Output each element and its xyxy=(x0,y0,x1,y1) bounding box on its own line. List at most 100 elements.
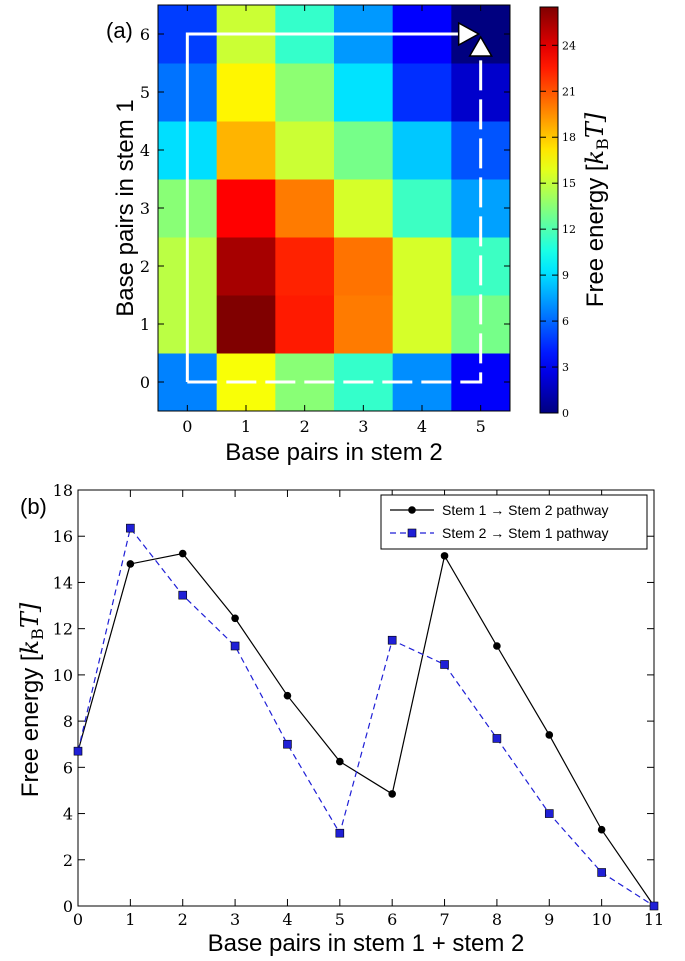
heatmap-cell-1-2 xyxy=(275,295,335,354)
series-0-point-10 xyxy=(597,825,606,834)
heatmap-x-tick-label: 1 xyxy=(241,417,251,436)
heatmap-x-tick-label: 0 xyxy=(182,417,192,436)
line-chart-y-label-sub: B xyxy=(28,628,47,640)
colorbar-label: Free energy [kBT] xyxy=(581,112,612,307)
colorbar-tick-label: 24 xyxy=(562,39,576,52)
line-x-tick-label: 11 xyxy=(644,910,664,929)
line-x-tick-label: 2 xyxy=(178,910,188,929)
heatmap-x-tick-label: 5 xyxy=(476,417,486,436)
heatmap-x-axis-label: Base pairs in stem 2 xyxy=(225,439,442,466)
series-0-point-3 xyxy=(231,614,239,623)
line-chart-frame xyxy=(77,489,655,907)
line-chart-series xyxy=(73,523,659,911)
heatmap-y-tick-label: 5 xyxy=(140,83,150,102)
line-chart-y-label-text: Free energy [ xyxy=(17,654,44,797)
colorbar-label-sub: B xyxy=(593,138,612,150)
line-x-tick-label: 0 xyxy=(73,910,83,929)
line-y-tick-label: 16 xyxy=(53,527,73,546)
heatmap-cell-4-2 xyxy=(275,121,335,180)
heatmap-cell-4-1 xyxy=(216,121,276,180)
heatmap-cell-2-3 xyxy=(334,237,394,296)
line-x-tick-label: 10 xyxy=(591,910,611,929)
line-x-tick-label: 1 xyxy=(125,910,135,929)
panel-b-label: (b) xyxy=(20,494,47,519)
colorbar xyxy=(539,6,559,414)
line-y-tick-label: 2 xyxy=(63,851,73,870)
line-x-tick-label: 5 xyxy=(335,910,345,929)
line-x-tick-label: 7 xyxy=(439,910,449,929)
line-y-tick-label: 18 xyxy=(53,481,73,500)
series-1-point-5 xyxy=(335,828,345,838)
line-y-tick-label: 6 xyxy=(63,758,73,777)
series-0-point-7 xyxy=(440,552,449,560)
colorbar-tick-label: 18 xyxy=(562,131,576,144)
colorbar-tick-label: 21 xyxy=(562,85,576,98)
legend-marker-0 xyxy=(408,506,416,514)
heatmap-cell-1-1 xyxy=(216,295,276,354)
colorbar-tick-label: 3 xyxy=(562,361,569,374)
line-y-tick-label: 0 xyxy=(63,897,73,916)
heatmap-cell-5-4 xyxy=(392,63,452,122)
series-1-point-6 xyxy=(387,635,397,645)
colorbar-tick-label: 6 xyxy=(562,315,569,328)
heatmap-y-tick-label: 4 xyxy=(140,141,150,160)
line-x-tick-label: 9 xyxy=(544,910,554,929)
heatmap-cell-4-3 xyxy=(334,121,394,180)
heatmap-x-tick-label: 3 xyxy=(358,417,368,436)
series-1-point-9 xyxy=(544,809,554,818)
series-0-point-8 xyxy=(493,642,501,650)
line-x-tick-label: 3 xyxy=(230,910,240,929)
series-0-point-5 xyxy=(336,757,344,766)
line-x-tick-label: 8 xyxy=(492,910,502,929)
line-y-tick-label: 14 xyxy=(53,573,73,592)
heatmap-cell-2-4 xyxy=(392,237,452,296)
line-y-tick-label: 8 xyxy=(63,712,73,731)
line-chart-y-label-k: k xyxy=(16,640,44,655)
heatmap-cell-1-3 xyxy=(334,295,394,354)
series-1-point-11 xyxy=(649,901,659,911)
heatmap-cell-1-4 xyxy=(392,295,452,354)
colorbar-label-t: T] xyxy=(581,112,609,138)
heatmap-cell-5-1 xyxy=(216,63,276,122)
colorbar-tick-label: 9 xyxy=(562,269,569,282)
line-chart-y-axis-label: Free energy [kBT] xyxy=(16,602,47,797)
heatmap-y-axis-label: Base pairs in stem 1 xyxy=(112,99,139,316)
series-0-point-6 xyxy=(388,790,396,798)
series-1-point-0 xyxy=(73,746,83,756)
heatmap-cell-2-2 xyxy=(275,237,335,296)
line-x-tick-label: 6 xyxy=(387,910,397,929)
series-0-point-2 xyxy=(178,549,187,558)
pathway-arrowhead-right xyxy=(457,21,481,47)
colorbar-ticks: 0 3 6 9 12 15 18 21 24 xyxy=(540,39,576,420)
series-1-point-8 xyxy=(492,734,502,743)
series-1-point-1 xyxy=(126,523,135,533)
line-y-tick-label: 12 xyxy=(53,620,73,639)
heatmap-cell-5-2 xyxy=(275,63,335,122)
series-1-point-7 xyxy=(440,660,449,669)
heatmap-y-tick-label: 2 xyxy=(140,257,150,276)
series-0-point-1 xyxy=(126,560,135,568)
heatmap-cell-3-2 xyxy=(275,179,335,238)
heatmap-y-tick-label: 3 xyxy=(140,199,150,218)
legend: Stem 1 → Stem 2 pathway Stem 2 → Stem 1 p… xyxy=(380,494,648,550)
heatmap-cell-5-3 xyxy=(334,63,394,122)
series-1-point-4 xyxy=(283,739,292,749)
heatmap-cell-3-3 xyxy=(334,179,394,238)
series-1-point-2 xyxy=(178,590,188,600)
series-line-1 xyxy=(77,526,655,907)
series-1-point-3 xyxy=(230,641,240,651)
legend-marker-1 xyxy=(407,528,417,538)
heatmap-cell-3-4 xyxy=(392,179,452,238)
colorbar-tick-label: 0 xyxy=(562,407,569,420)
heatmap-x-tick-label: 4 xyxy=(417,417,427,436)
pathway-stem1-first xyxy=(185,32,459,382)
heatmap-y-tick-label: 0 xyxy=(140,373,150,392)
series-line-0 xyxy=(77,552,655,907)
heatmap-cell-3-1 xyxy=(216,179,276,238)
pathway-arrows xyxy=(185,21,493,384)
panel-a-label: (a) xyxy=(106,18,133,43)
line-y-tick-label: 4 xyxy=(63,805,73,824)
line-y-tick-label: 10 xyxy=(53,666,73,685)
legend-label-1: Stem 2 → Stem 1 pathway xyxy=(442,525,609,541)
